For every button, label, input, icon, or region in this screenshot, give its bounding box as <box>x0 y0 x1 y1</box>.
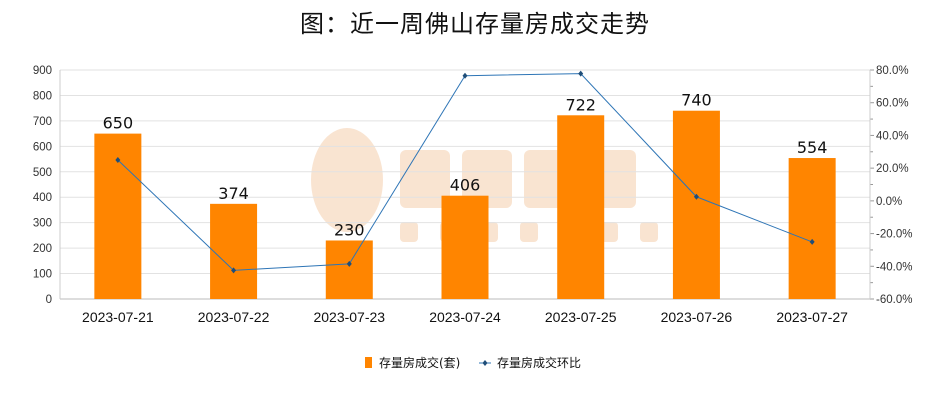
right-axis-tick: -40.0% <box>876 261 912 273</box>
right-axis-tick: -60.0% <box>876 294 912 306</box>
left-axis-tick: 800 <box>33 90 52 102</box>
data-label: 374 <box>218 184 249 203</box>
bar <box>557 115 605 300</box>
left-axis-tick: 900 <box>33 65 52 77</box>
watermark-url-shape <box>520 222 538 242</box>
bar <box>672 110 720 299</box>
watermark-url-shape <box>600 222 618 242</box>
bar <box>788 158 836 299</box>
line-marker <box>693 193 699 200</box>
right-axis-tick: 20.0% <box>876 163 909 175</box>
line-marker <box>115 156 121 163</box>
left-axis-tick: 0 <box>46 294 52 306</box>
right-axis-tick: 40.0% <box>876 130 909 142</box>
bar <box>441 195 489 299</box>
watermark-glyph-shape <box>400 150 450 208</box>
line-marker <box>578 70 584 77</box>
watermark-glyph-shape <box>462 150 512 208</box>
data-label: 554 <box>797 138 828 157</box>
chart-title: 图：近一周佛山存量房成交走势 <box>300 10 650 38</box>
data-label: 740 <box>681 91 712 110</box>
line-marker <box>809 238 815 245</box>
right-axis-tick: -20.0% <box>876 229 912 241</box>
left-axis-tick: 600 <box>33 141 52 153</box>
watermark-logo-icon <box>311 128 383 232</box>
x-axis-tick: 2023-07-27 <box>776 309 848 325</box>
data-label: 650 <box>103 114 134 133</box>
right-axis-tick: 60.0% <box>876 98 909 110</box>
right-axis-tick: 80.0% <box>876 65 909 77</box>
legend-marker-icon <box>482 360 488 366</box>
x-axis-tick: 2023-07-22 <box>198 309 270 325</box>
x-axis-tick: 2023-07-21 <box>82 309 154 325</box>
x-axis-tick: 2023-07-25 <box>545 309 617 325</box>
legend-label: 存量房成交(套) <box>379 355 460 370</box>
x-axis-tick: 2023-07-23 <box>313 309 385 325</box>
x-axis-tick: 2023-07-24 <box>429 309 501 325</box>
line-marker <box>462 72 468 79</box>
left-axis-tick: 300 <box>33 218 52 230</box>
legend <box>357 350 595 374</box>
data-label: 230 <box>334 220 365 239</box>
legend-label: 存量房成交环比 <box>497 355 581 370</box>
bar <box>210 203 258 299</box>
watermark-url-shape <box>400 222 418 242</box>
line-marker <box>231 267 237 274</box>
watermark-url-shape <box>640 222 658 242</box>
data-label: 722 <box>565 95 596 114</box>
legend-bar-swatch <box>365 357 372 368</box>
data-label: 406 <box>450 176 481 195</box>
left-axis-tick: 700 <box>33 116 52 128</box>
left-axis-tick: 200 <box>33 243 52 255</box>
left-axis-tick: 400 <box>33 192 52 204</box>
left-axis-tick: 500 <box>33 167 52 179</box>
right-axis-tick: 0.0% <box>876 196 902 208</box>
line-marker <box>346 260 352 267</box>
left-axis-tick: 100 <box>33 269 52 281</box>
x-axis-tick: 2023-07-26 <box>661 309 733 325</box>
bar <box>325 240 373 299</box>
